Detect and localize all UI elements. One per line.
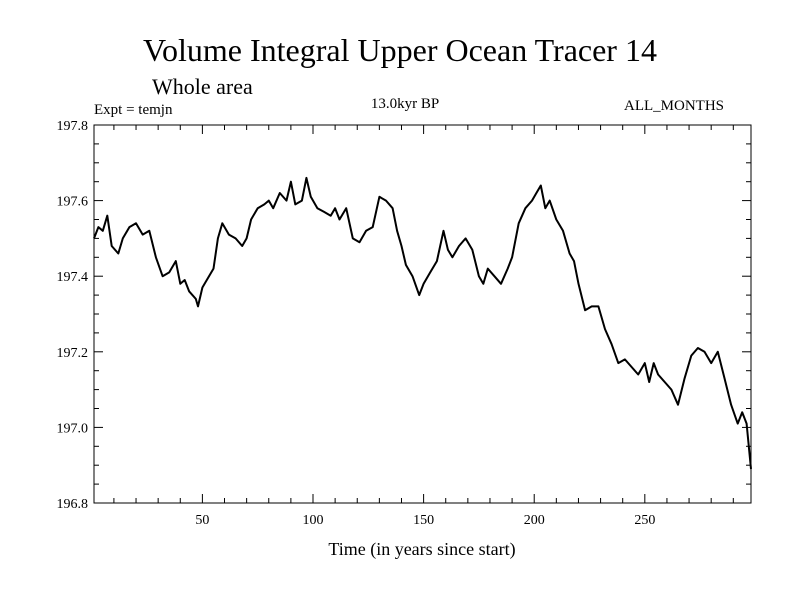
chart-subtitle: Whole area <box>152 74 253 99</box>
x-tick-label: 150 <box>413 513 434 528</box>
experiment-label: Expt = temjn <box>94 102 173 118</box>
plot-frame <box>93 124 752 504</box>
y-tick-label: 197.6 <box>57 195 89 210</box>
chart-title: Volume Integral Upper Ocean Tracer 14 <box>143 32 657 68</box>
period-label: 13.0kyr BP <box>370 96 440 112</box>
x-tick-label: 100 <box>303 513 324 528</box>
x-tick-label: 250 <box>634 513 655 528</box>
series-group <box>93 176 752 470</box>
series-line <box>93 176 752 470</box>
y-tick-label: 197.4 <box>57 270 89 285</box>
x-tick-label: 50 <box>195 513 209 528</box>
y-tick-label: 197.2 <box>57 346 89 361</box>
tick-labels: 50 100 150 200 250 196.8 197.0 197.2 197.4 197.6 1… <box>57 119 656 528</box>
y-tick-label: 197.0 <box>57 421 89 436</box>
x-tick-label: 200 <box>524 513 545 528</box>
y-tick-label: 197.8 <box>57 119 89 134</box>
y-tick-label: 196.8 <box>57 497 89 512</box>
x-axis-title: Time (in years since start) <box>328 539 515 560</box>
months-label: ALL_MONTHS <box>624 98 724 114</box>
axis-ticks <box>94 124 751 504</box>
